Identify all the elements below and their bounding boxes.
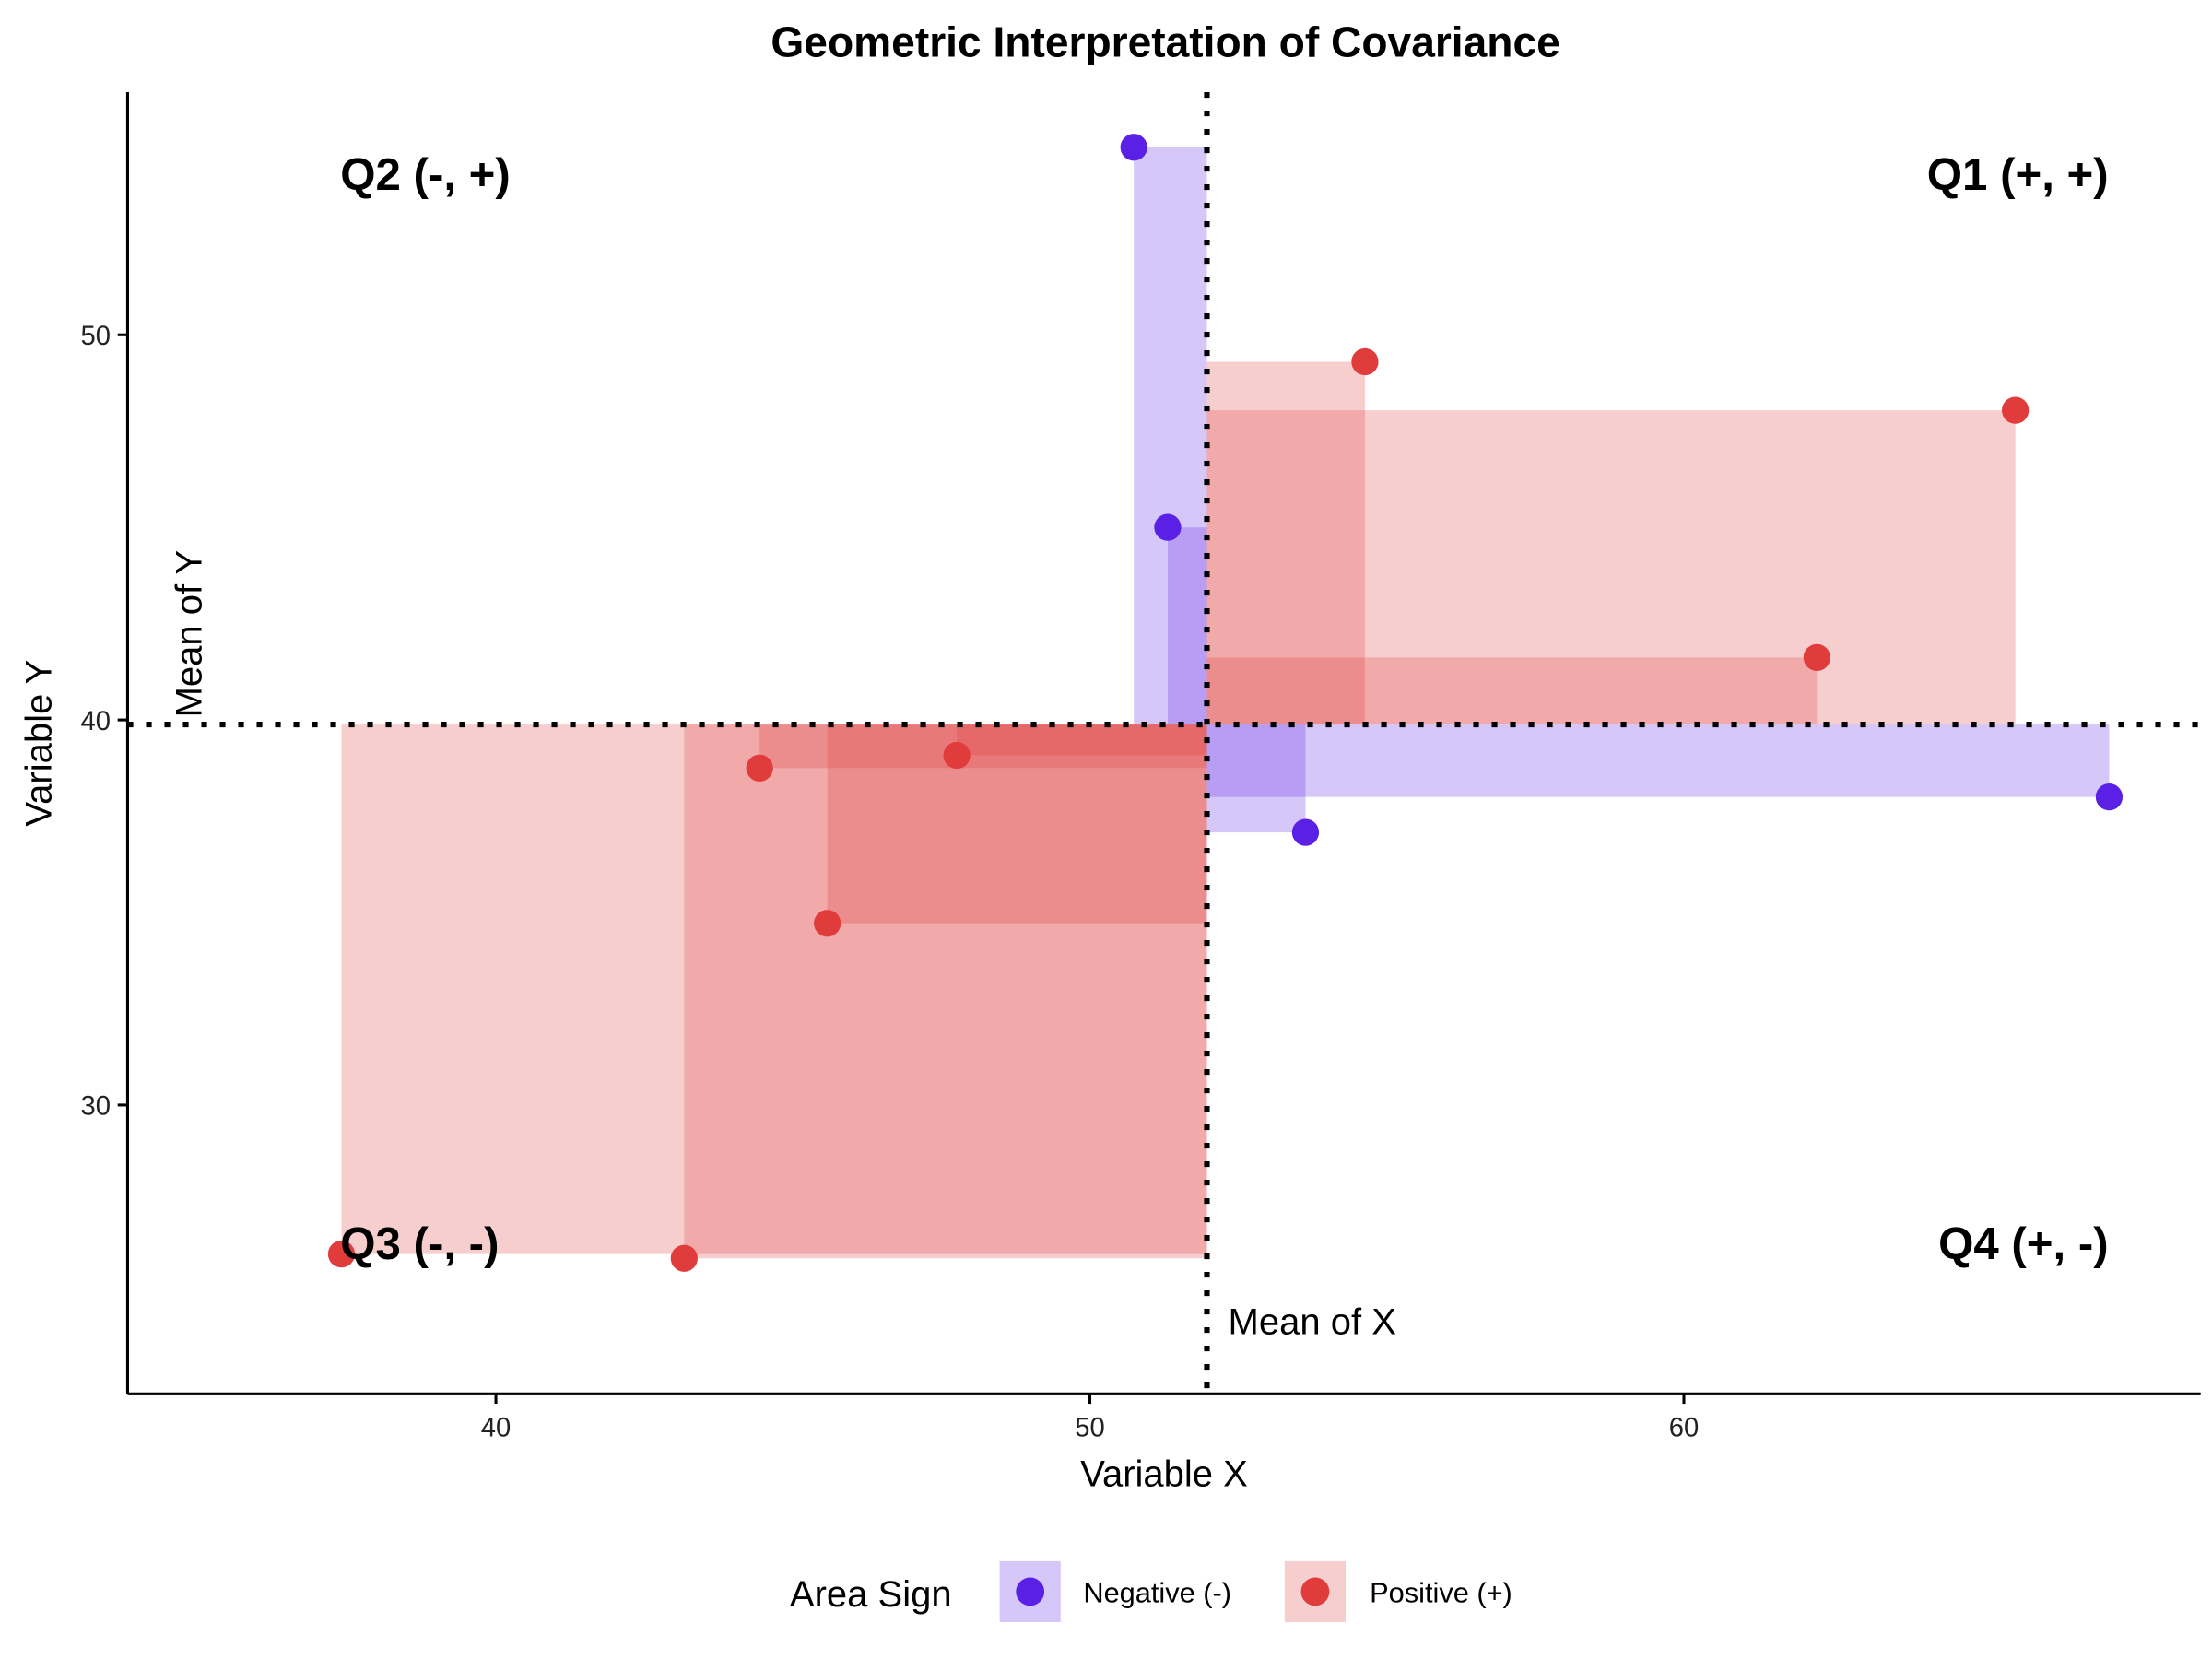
area-rect-positive bbox=[341, 724, 1207, 1254]
area-rect-positive bbox=[759, 724, 1207, 769]
area-rect-positive bbox=[1206, 657, 1818, 725]
legend-point-negative bbox=[1016, 1577, 1045, 1606]
point-positive bbox=[1351, 347, 1379, 376]
legend-label-positive: Positive (+) bbox=[1370, 1576, 1512, 1608]
legend: Area Sign Negative (-) Positive (+) bbox=[790, 1560, 1512, 1622]
area-rectangles bbox=[341, 147, 2110, 1259]
data-points bbox=[327, 134, 2124, 1272]
legend-title: Area Sign bbox=[790, 1574, 952, 1615]
axes: 40 50 60 30 40 50 bbox=[80, 92, 2201, 1442]
point-negative bbox=[2095, 783, 2124, 811]
point-positive bbox=[1803, 643, 1830, 672]
mean-y-label: Mean of Y bbox=[169, 550, 209, 718]
x-tick-label: 60 bbox=[1669, 1413, 1700, 1442]
point-positive bbox=[746, 754, 773, 782]
legend-label-negative: Negative (-) bbox=[1083, 1576, 1231, 1608]
quadrant-label-q1: Q1 (+, +) bbox=[1927, 149, 2109, 200]
point-positive bbox=[943, 741, 971, 770]
point-negative bbox=[1154, 513, 1182, 541]
x-tick-label: 50 bbox=[1075, 1413, 1105, 1442]
point-positive bbox=[670, 1244, 698, 1272]
y-tick-label: 30 bbox=[80, 1092, 111, 1122]
x-tick-label: 40 bbox=[481, 1413, 512, 1442]
chart-title: Geometric Interpretation of Covariance bbox=[771, 18, 1559, 66]
point-positive bbox=[814, 910, 841, 937]
legend-point-positive bbox=[1300, 1577, 1330, 1606]
x-axis-title: Variable X bbox=[1080, 1453, 1248, 1494]
point-positive bbox=[327, 1241, 356, 1268]
area-rect-positive bbox=[1206, 361, 1365, 725]
area-rect-negative bbox=[1206, 724, 1306, 833]
mean-x-label: Mean of X bbox=[1229, 1302, 1396, 1343]
area-rect-positive bbox=[957, 724, 1207, 756]
area-rect-negative bbox=[1167, 527, 1207, 725]
area-rect-negative bbox=[1206, 724, 2110, 797]
y-tick-label: 40 bbox=[80, 707, 111, 736]
point-positive bbox=[2001, 396, 2030, 424]
y-tick-label: 50 bbox=[80, 322, 111, 351]
area-rect-negative bbox=[1134, 147, 1207, 725]
area-rect-positive bbox=[684, 724, 1207, 1259]
quadrant-label-q3: Q3 (-, -) bbox=[340, 1218, 499, 1269]
point-negative bbox=[1120, 134, 1147, 161]
y-axis-title: Variable Y bbox=[18, 660, 59, 827]
area-rect-positive bbox=[827, 724, 1207, 924]
mean-lines bbox=[127, 92, 2201, 1394]
quadrant-label-q2: Q2 (-, +) bbox=[340, 149, 511, 200]
quadrant-label-q4: Q4 (+, -) bbox=[1938, 1218, 2109, 1269]
area-rect-positive bbox=[1206, 410, 2016, 725]
point-negative bbox=[1291, 818, 1320, 846]
